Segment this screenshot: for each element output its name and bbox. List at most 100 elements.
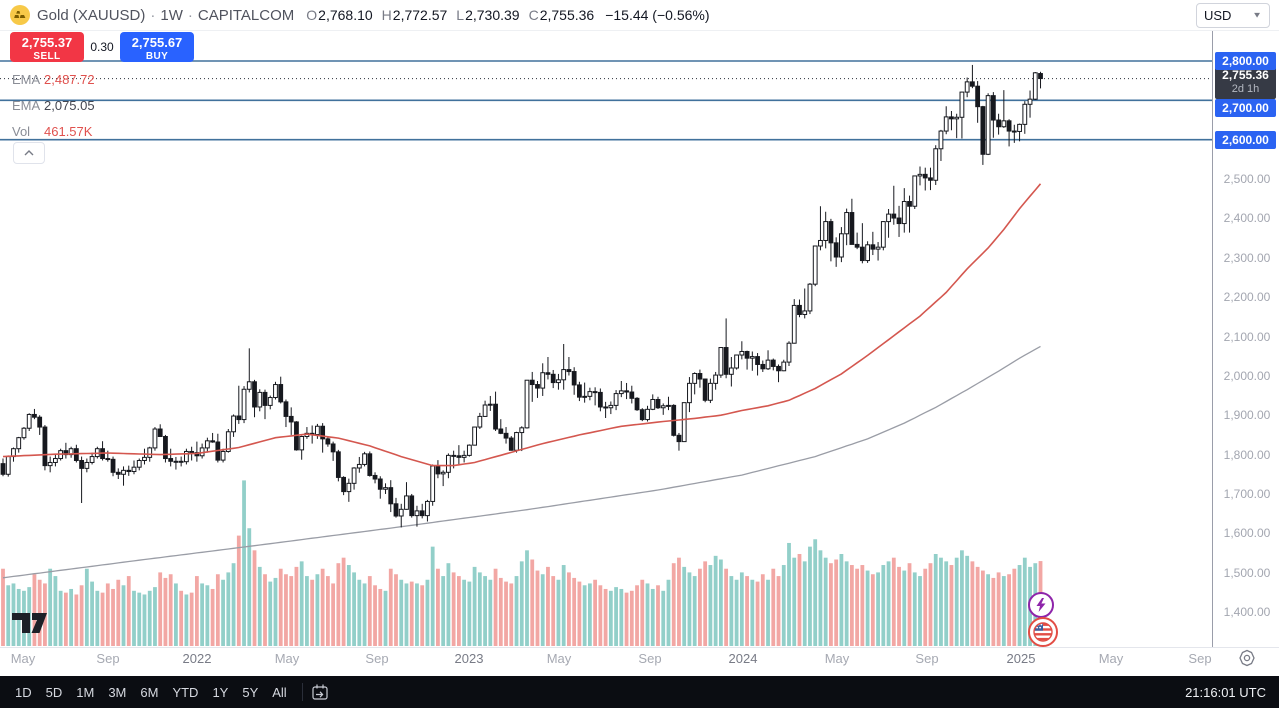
currency-select[interactable]: USD ▼ bbox=[1196, 3, 1270, 28]
volume-bar bbox=[661, 590, 666, 646]
time-tick-month: Sep bbox=[96, 651, 120, 666]
volume-bar bbox=[367, 576, 372, 646]
volume-bar bbox=[53, 576, 58, 646]
candle-body bbox=[676, 434, 682, 443]
candle-body bbox=[634, 397, 640, 411]
range-button-5y[interactable]: 5Y bbox=[242, 684, 259, 700]
candle-body bbox=[901, 201, 907, 225]
candle-body bbox=[356, 463, 362, 469]
event-badge-lightning-icon[interactable] bbox=[1028, 592, 1054, 618]
calendar-icon bbox=[312, 684, 328, 700]
candle-body bbox=[53, 458, 58, 463]
volume-bar bbox=[446, 563, 451, 646]
time-tick-year: 2024 bbox=[728, 651, 758, 666]
candle-body bbox=[1038, 73, 1043, 80]
collapse-legend-button[interactable] bbox=[13, 142, 45, 164]
volume-bar bbox=[462, 579, 467, 646]
go-to-date-button[interactable] bbox=[311, 683, 330, 702]
volume-bar bbox=[781, 565, 786, 646]
volume-bar bbox=[624, 592, 629, 646]
candle-body bbox=[681, 402, 687, 443]
legend-ema-fast[interactable]: EMA 2,487.72 bbox=[12, 72, 95, 98]
volume-bar bbox=[519, 561, 524, 646]
range-button-5d[interactable]: 5D bbox=[45, 684, 63, 700]
volume-bar bbox=[855, 568, 860, 646]
volume-bar bbox=[315, 574, 320, 646]
candle-body bbox=[749, 356, 755, 359]
legend-ema-slow[interactable]: EMA 2,075.05 bbox=[12, 98, 95, 124]
range-button-1d[interactable]: 1D bbox=[15, 684, 32, 700]
candle-body bbox=[446, 454, 451, 473]
candle-body bbox=[157, 428, 163, 437]
volume-bar bbox=[729, 576, 734, 646]
ema-slow-value: 2,075.05 bbox=[44, 98, 95, 113]
candle-body bbox=[26, 413, 32, 429]
volume-bar bbox=[105, 583, 110, 646]
legend-volume[interactable]: Vol 461.57K bbox=[12, 124, 95, 150]
price-change: −15.44 (−0.56%) bbox=[605, 7, 710, 23]
time-axis[interactable]: May Sep 2022 May Sep 2023 May Sep 2024 May Sep 2025… bbox=[0, 649, 1279, 667]
candle-body bbox=[723, 347, 729, 375]
volume-bar bbox=[629, 590, 634, 646]
volume-bar bbox=[766, 579, 770, 646]
volume-value: 461.57K bbox=[44, 124, 93, 139]
settings-icon[interactable] bbox=[1238, 649, 1256, 667]
server-clock[interactable]: 21:16:01 UTC bbox=[1185, 684, 1266, 700]
volume-bar bbox=[399, 579, 404, 646]
chart-pane bbox=[0, 60, 1212, 646]
sell-button[interactable]: 2,755.37 SELL bbox=[10, 32, 84, 62]
volume-bar bbox=[698, 568, 702, 646]
volume-bar bbox=[640, 579, 645, 646]
volume-bar bbox=[787, 542, 791, 646]
candle-body bbox=[692, 373, 698, 384]
candle-body bbox=[398, 508, 404, 517]
candle-body bbox=[880, 221, 886, 248]
candle-body bbox=[959, 91, 965, 118]
range-button-6m[interactable]: 6M bbox=[140, 684, 159, 700]
candle-body bbox=[115, 471, 121, 475]
volume-bar bbox=[572, 577, 577, 646]
candle-body bbox=[1027, 98, 1033, 105]
volume-bar bbox=[179, 590, 184, 646]
candle-body bbox=[231, 415, 236, 433]
symbol-title[interactable]: Gold (XAUUSD) · 1W · CAPITALCOM bbox=[37, 6, 295, 24]
volume-bar bbox=[174, 583, 178, 646]
candle-body bbox=[388, 487, 394, 505]
candle-body bbox=[73, 448, 79, 462]
range-button-1m[interactable]: 1M bbox=[76, 684, 95, 700]
range-button-ytd[interactable]: YTD bbox=[172, 684, 199, 700]
volume-series bbox=[1, 480, 1043, 646]
time-tick-year: 2025 bbox=[1006, 651, 1036, 666]
volume-bar bbox=[713, 555, 718, 646]
range-button-1y[interactable]: 1Y bbox=[212, 684, 229, 700]
candle-body bbox=[419, 510, 425, 517]
candle-body bbox=[734, 354, 740, 369]
volume-bar bbox=[409, 581, 414, 646]
range-button-3m[interactable]: 3M bbox=[108, 684, 127, 700]
candle-body bbox=[126, 469, 132, 473]
event-badge-us-flag-icon[interactable] bbox=[1028, 617, 1058, 647]
volume-bar bbox=[236, 535, 241, 646]
candle-body bbox=[912, 175, 918, 207]
volume-bar bbox=[671, 563, 676, 646]
volume-bar bbox=[666, 579, 671, 646]
candle-body bbox=[708, 382, 713, 401]
candle-body bbox=[917, 173, 923, 177]
candle-body bbox=[173, 460, 179, 463]
candle-body bbox=[1032, 72, 1038, 100]
candle-body bbox=[84, 461, 90, 469]
volume-bar bbox=[991, 577, 996, 646]
volume-bar bbox=[357, 579, 362, 646]
candle-body bbox=[32, 413, 37, 418]
currency-value: USD bbox=[1204, 8, 1232, 23]
buy-button[interactable]: 2,755.67 BUY bbox=[120, 32, 194, 62]
tradingview-logo[interactable] bbox=[12, 610, 48, 641]
candle-body bbox=[828, 221, 834, 244]
range-button-all[interactable]: All bbox=[272, 684, 287, 700]
volume-bar bbox=[48, 568, 53, 646]
volume-bar bbox=[970, 561, 975, 646]
volume-bar bbox=[829, 563, 833, 646]
candle-body bbox=[970, 81, 975, 87]
volume-bar bbox=[430, 546, 435, 646]
